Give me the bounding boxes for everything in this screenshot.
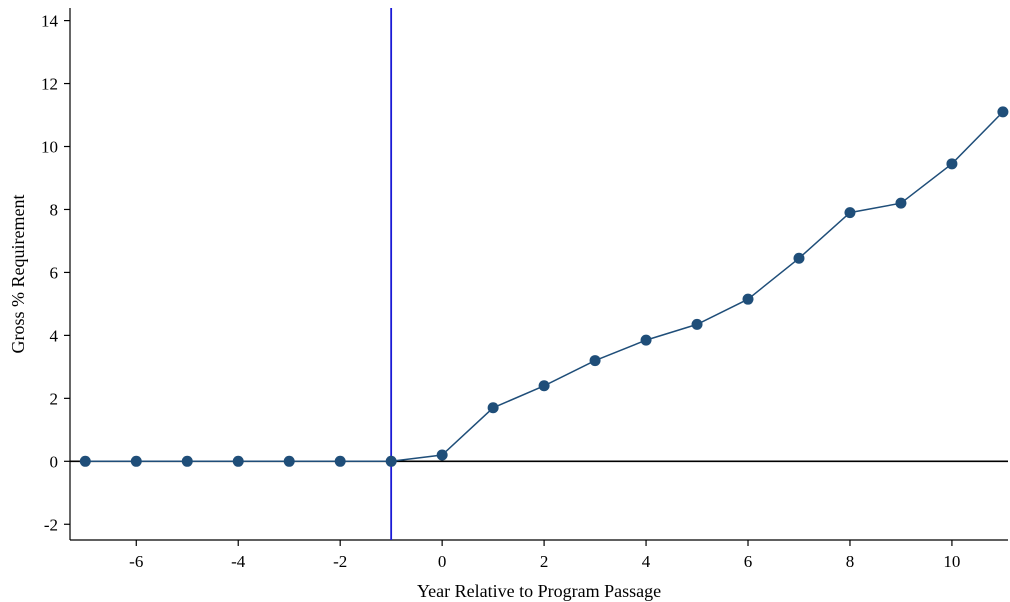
y-tick-label: 12 [41,75,58,94]
data-point [283,455,295,467]
y-tick-label: 6 [50,263,59,282]
data-point [946,158,958,170]
y-tick-label: 8 [50,200,59,219]
data-point [487,402,499,414]
x-tick-label: -6 [129,552,143,571]
data-point [232,455,244,467]
x-tick-label: 8 [846,552,855,571]
x-tick-label: 2 [540,552,549,571]
data-point [742,293,754,305]
series-line [85,111,1004,463]
data-point [895,197,907,209]
data-point [997,106,1009,118]
x-tick-label: 4 [642,552,651,571]
data-point [385,455,397,467]
y-tick-label: 14 [41,12,59,31]
data-point [589,355,601,367]
x-tick-label: -2 [333,552,347,571]
x-tick-label: 10 [943,552,960,571]
y-tick-label: 4 [50,326,59,345]
y-tick-label: 0 [50,452,59,471]
data-point [130,455,142,467]
data-point [181,455,193,467]
y-tick-label: 2 [50,389,59,408]
x-tick-label: -4 [231,552,246,571]
data-point [79,455,91,467]
data-point [640,334,652,346]
y-tick-label: -2 [44,515,58,534]
x-tick-label: 6 [744,552,753,571]
data-point [844,207,856,219]
data-point [538,380,550,392]
y-tick-label: 10 [41,138,58,157]
x-axis-title: Year Relative to Program Passage [417,581,661,601]
x-tick-label: 0 [438,552,447,571]
data-point [436,449,448,461]
y-axis-title: Gross % Requirement [8,195,28,354]
data-point [793,252,805,264]
data-point [691,318,703,330]
data-point [334,455,346,467]
